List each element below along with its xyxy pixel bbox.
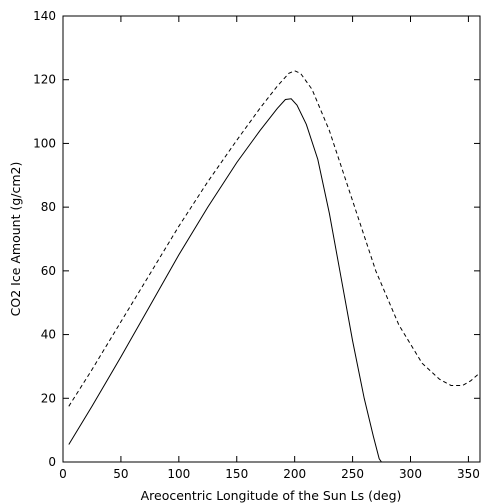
y-tick-label: 100 [33,136,56,150]
x-tick-label: 250 [341,467,364,481]
plot-frame [62,15,481,463]
x-tick-label: 300 [399,467,422,481]
y-tick-label: 80 [41,200,56,214]
x-tick-label: 150 [225,467,248,481]
y-tick-label: 120 [33,73,56,87]
y-axis-title: CO2 Ice Amount (g/cm2) [8,162,23,317]
y-tick-label: 140 [33,9,56,23]
y-tick-label: 60 [41,264,56,278]
x-tick-label: 200 [283,467,306,481]
axis-ticks [62,15,480,463]
y-tick-label: 40 [41,328,56,342]
y-tick-label: 20 [41,391,56,405]
x-tick-label: 100 [167,467,190,481]
plot-lines [68,70,481,463]
x-tick-label: 350 [457,467,480,481]
series-line-solid [68,98,382,463]
series-line-dashed [68,70,481,407]
x-tick-label: 0 [59,467,67,481]
axis-tick-labels: 0 50 100 150 200 250 300 350 0 20 40 60 80 100 120 140 [33,9,480,481]
x-tick-label: 50 [113,467,128,481]
y-tick-label: 0 [48,455,56,469]
x-axis-title: Areocentric Longitude of the Sun Ls (deg… [141,488,402,503]
